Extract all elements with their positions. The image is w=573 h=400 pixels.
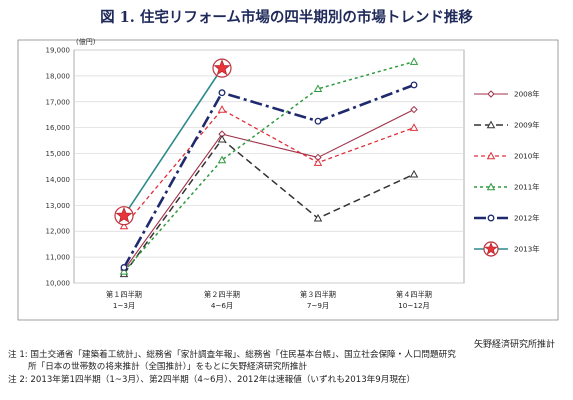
legend-entry: 2013年 bbox=[474, 241, 539, 257]
series-2008年 bbox=[120, 105, 418, 274]
series-line bbox=[122, 83, 415, 269]
series-line bbox=[123, 60, 415, 272]
chart-frame bbox=[17, 39, 559, 321]
data-point-triangle bbox=[486, 120, 496, 129]
data-point-triangle bbox=[217, 134, 227, 143]
line-chart: 10,000 11,000 12,000 13,000 14,000 15,000 16,0… bbox=[17, 37, 559, 321]
legend-label: 2008年 bbox=[514, 90, 539, 99]
chart-title: 図 1. 住宅リフォーム市場の四半期別の市場トレンド推移 bbox=[100, 9, 473, 26]
data-point-diamond bbox=[410, 105, 418, 114]
series-line bbox=[123, 108, 415, 227]
data-point-triangle bbox=[313, 84, 323, 93]
data-point-triangle bbox=[313, 213, 323, 222]
data-point-triangle bbox=[486, 151, 496, 160]
data-point-circle bbox=[314, 117, 322, 125]
x-category-label: 第１四半期 bbox=[106, 290, 142, 299]
legend-label: 2012年 bbox=[514, 214, 539, 223]
x-category-label: 第２四半期 bbox=[204, 290, 240, 299]
x-category-sublabel: 7~9月 bbox=[307, 301, 329, 310]
data-point-triangle bbox=[313, 158, 323, 166]
legend-entry: 2012年 bbox=[474, 214, 539, 223]
series-line bbox=[123, 138, 415, 275]
series-line bbox=[123, 67, 223, 217]
data-point-triangle bbox=[486, 182, 496, 191]
series-2011年 bbox=[119, 57, 419, 275]
x-category-sublabel: 10~12月 bbox=[398, 301, 430, 310]
data-point-circle bbox=[487, 214, 495, 222]
legend-label: 2010年 bbox=[514, 152, 539, 161]
data-point-triangle bbox=[409, 123, 419, 131]
data-point-triangle bbox=[217, 155, 227, 164]
y-tick-label: 17,000 bbox=[46, 98, 71, 106]
x-category-label: 第３四半期 bbox=[300, 290, 336, 299]
y-tick-label: 15,000 bbox=[46, 150, 71, 158]
y-tick-label: 19,000 bbox=[46, 47, 71, 55]
y-tick-label: 13,000 bbox=[46, 202, 71, 210]
legend-label: 2009年 bbox=[514, 121, 539, 130]
note-2: 注 2: 2013年第1四半期（1~3月）、第2四半期（4~6月）、2012年は… bbox=[8, 375, 416, 385]
data-point-triangle bbox=[217, 105, 227, 113]
data-point-star bbox=[114, 206, 134, 226]
y-tick-label: 14,000 bbox=[46, 176, 71, 184]
data-point-triangle bbox=[409, 169, 419, 178]
data-point-triangle bbox=[119, 266, 129, 275]
data-point-star bbox=[212, 58, 232, 78]
series-2013年 bbox=[114, 58, 232, 226]
legend-entry: 2008年 bbox=[474, 90, 539, 99]
y-axis-unit: (億円) bbox=[76, 37, 96, 46]
x-category-label: 第４四半期 bbox=[396, 290, 432, 299]
legend-label: 2011年 bbox=[514, 183, 539, 192]
x-category-sublabel: 4~6月 bbox=[211, 301, 233, 310]
note-1-line-1: 注 1: 国土交通省「建築着工統計」、総務省「家計調査年報」、総務省「住民基本台… bbox=[8, 350, 456, 360]
data-point-diamond bbox=[487, 90, 495, 98]
source-credit: 矢野経済研究所推計 bbox=[473, 340, 555, 350]
y-tick-label: 11,000 bbox=[46, 254, 71, 262]
series-line bbox=[123, 109, 415, 271]
y-tick-label: 10,000 bbox=[46, 280, 71, 288]
y-tick-label: 16,000 bbox=[46, 124, 71, 132]
y-tick-label: 18,000 bbox=[46, 72, 71, 80]
data-point-triangle bbox=[119, 221, 129, 230]
legend-entry: 2010年 bbox=[474, 152, 539, 161]
x-category-sublabel: 1~3月 bbox=[113, 301, 135, 310]
note-1-line-2: 所「日本の世帯数の将来推計（全国推計）」をもとに矢野経済研究所推計 bbox=[28, 362, 308, 372]
legend-entry: 2011年 bbox=[474, 183, 539, 192]
legend-entry: 2009年 bbox=[474, 121, 539, 130]
data-point-circle bbox=[218, 89, 226, 97]
data-point-circle bbox=[410, 81, 418, 89]
plot-area bbox=[73, 49, 465, 284]
data-point-triangle bbox=[409, 57, 419, 65]
series-2010年 bbox=[119, 105, 419, 230]
series-2009年 bbox=[119, 134, 419, 278]
legend-label: 2013年 bbox=[514, 245, 539, 254]
data-point-circle bbox=[120, 264, 128, 271]
series-2012年 bbox=[120, 81, 418, 271]
data-point-star bbox=[483, 241, 499, 257]
y-tick-label: 12,000 bbox=[46, 228, 71, 236]
